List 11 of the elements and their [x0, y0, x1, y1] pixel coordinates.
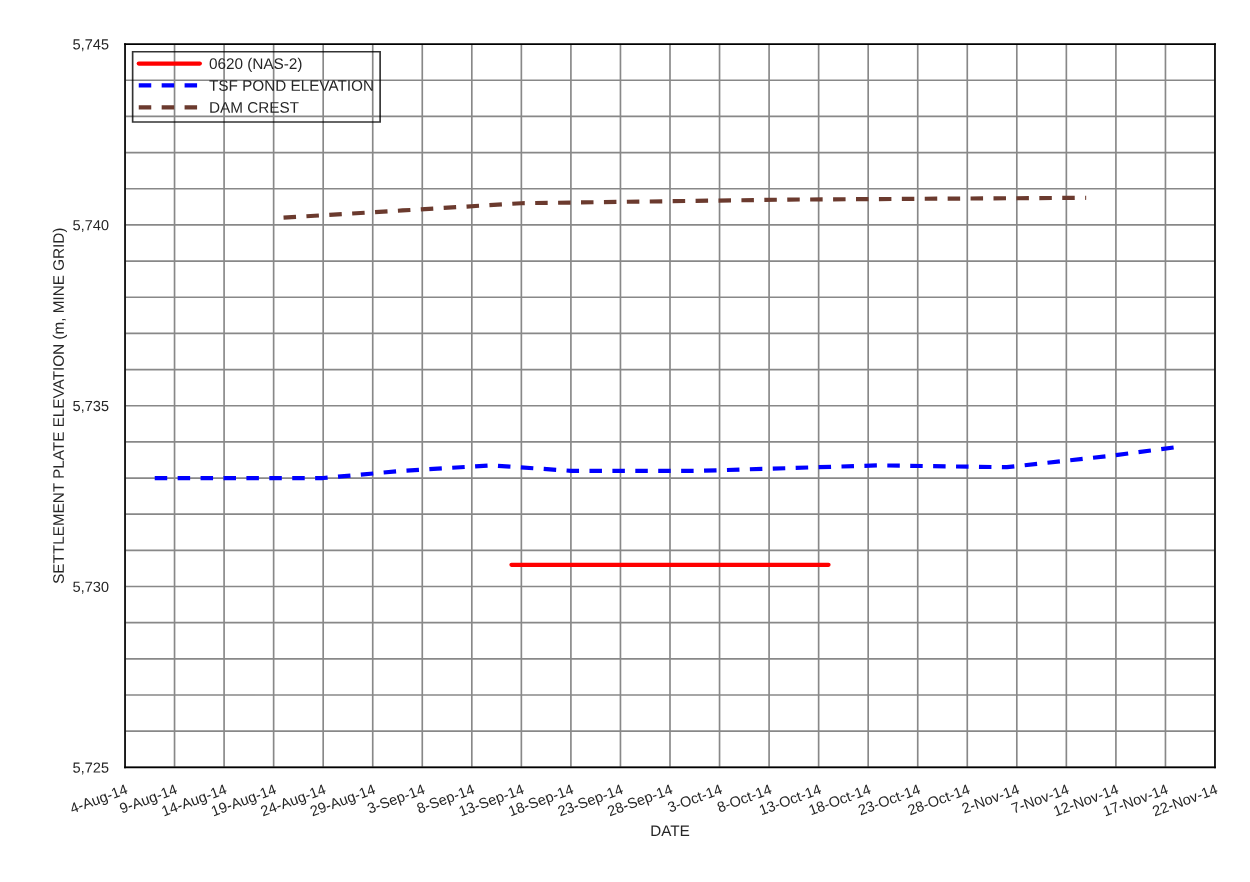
y-tick-label: 5,730: [73, 581, 109, 594]
y-tick-label: 5,725: [73, 762, 109, 775]
y-tick-label: 5,735: [73, 400, 109, 413]
y-tick-label: 5,745: [73, 39, 109, 52]
line-series: [281, 195, 1089, 220]
y-axis-title: SETTLEMENT PLATE ELEVATION (m, MINE GRID): [52, 228, 67, 584]
legend-label: TSF POND ELEVATION: [209, 80, 373, 91]
x-axis-title: DATE: [651, 825, 690, 836]
legend-label: 0620 (NAS-2): [209, 57, 302, 73]
y-tick-label: 5,740: [73, 220, 109, 233]
legend-label: DAM CREST: [210, 102, 299, 113]
